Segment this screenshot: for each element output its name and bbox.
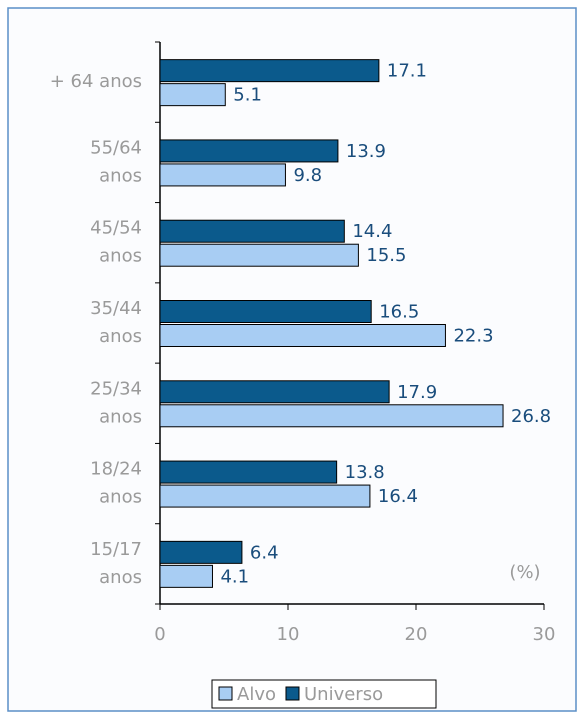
y-tick-label: anos	[99, 406, 142, 427]
legend-label: Universo	[304, 684, 383, 705]
bar	[159, 324, 446, 347]
value-label: 13.8	[345, 462, 385, 483]
legend-label: Alvo	[237, 684, 276, 705]
value-label: 13.9	[346, 141, 386, 162]
value-label: 9.8	[293, 165, 322, 186]
y-tick-label: anos	[99, 326, 142, 347]
legend-swatch	[218, 686, 233, 701]
bar	[159, 139, 339, 163]
y-tick-label: anos	[99, 487, 142, 508]
value-label: 5.1	[233, 85, 262, 106]
y-tick-label: 25/34	[90, 378, 142, 399]
bar	[159, 460, 338, 484]
value-label: 16.4	[378, 486, 418, 507]
frame	[7, 7, 577, 712]
legend-swatch	[285, 686, 300, 701]
bar	[159, 243, 359, 267]
bar	[159, 219, 345, 243]
bar	[159, 484, 371, 508]
value-label: 15.5	[366, 245, 406, 266]
value-label: 4.1	[220, 566, 249, 587]
y-tick-label: 35/44	[90, 298, 142, 319]
x-tick-label: 30	[533, 624, 556, 645]
annotation: (%)	[509, 562, 540, 583]
y-tick-label: 15/17	[90, 539, 142, 560]
bar	[159, 300, 372, 323]
y-tick-label: anos	[99, 567, 142, 588]
value-label: 22.3	[453, 326, 493, 347]
value-label: 6.4	[250, 542, 279, 563]
y-tick-label: 55/64	[90, 137, 142, 158]
bar	[159, 59, 380, 83]
bar	[159, 404, 504, 428]
x-tick-label: 0	[154, 624, 165, 645]
y-tick-label: 18/24	[90, 459, 142, 480]
bar	[159, 163, 286, 187]
value-label: 14.4	[352, 221, 392, 242]
bar	[159, 564, 213, 588]
x-tick-label: 10	[277, 624, 300, 645]
x-tick-label: 20	[405, 624, 428, 645]
bar	[159, 380, 390, 404]
y-tick-label: anos	[99, 165, 142, 186]
bar	[159, 540, 243, 564]
value-label: 17.9	[397, 382, 437, 403]
y-tick-label: 45/54	[90, 218, 142, 239]
bar	[159, 83, 226, 107]
value-label: 16.5	[379, 302, 419, 323]
value-label: 17.1	[387, 61, 427, 82]
y-tick-label: + 64 anos	[50, 71, 142, 92]
y-tick-label: anos	[99, 246, 142, 267]
value-label: 26.8	[511, 406, 551, 427]
legend-box	[211, 679, 437, 709]
